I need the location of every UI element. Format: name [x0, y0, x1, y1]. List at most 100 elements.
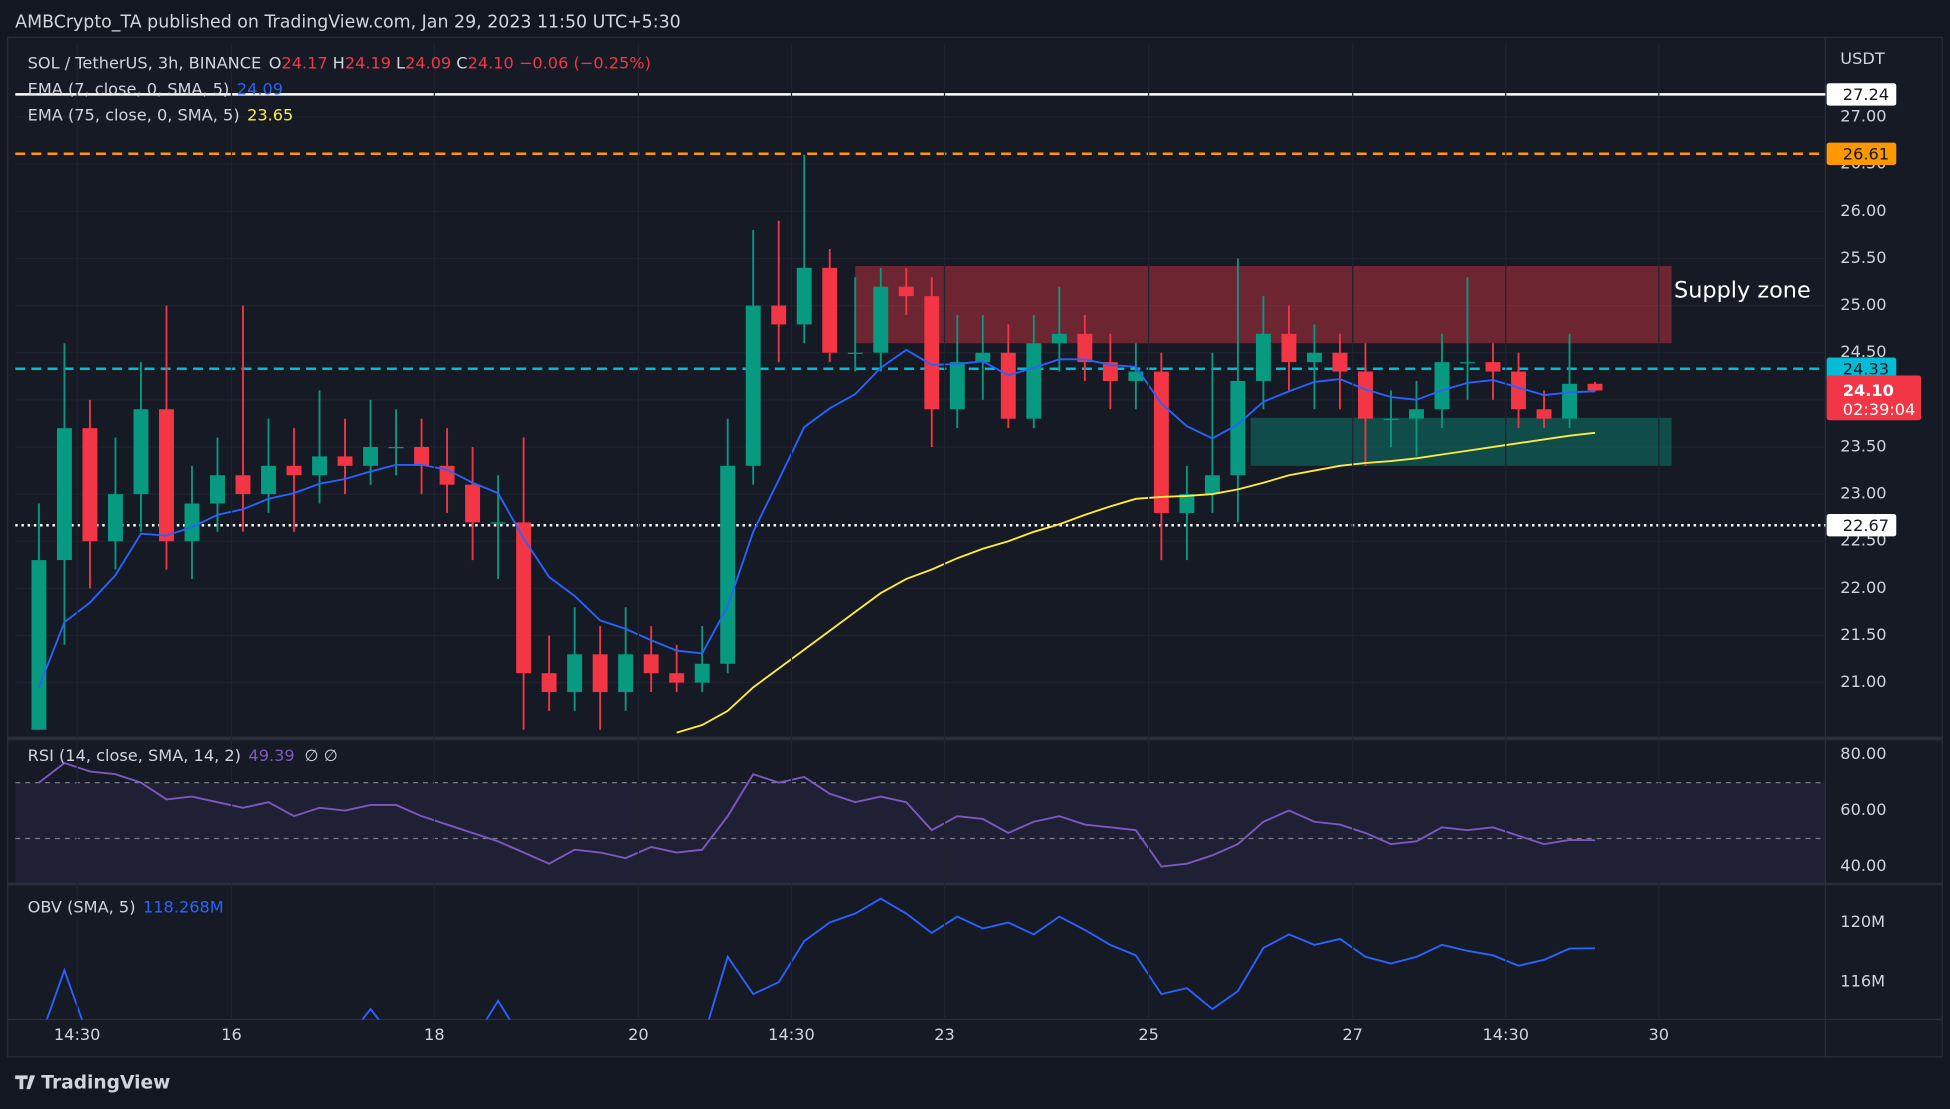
price-label: 22.67 [1843, 516, 1889, 535]
x-tick-label: 20 [628, 1025, 649, 1044]
candle-body [949, 362, 965, 410]
y-tick-label: 21.50 [1840, 625, 1886, 644]
x-tick-label: 30 [1649, 1025, 1670, 1044]
candle-body [873, 286, 889, 353]
ohlc-value: 24.10 [468, 53, 514, 72]
candle-body [1409, 409, 1424, 419]
candle-body [490, 522, 506, 524]
y-tick-label: 23.50 [1840, 436, 1886, 455]
candle-body [1460, 362, 1475, 364]
legend: SOL / TetherUS, 3h, BINANCE O24.17 H24.19 L… [28, 53, 651, 72]
price-label-bg [1826, 514, 1897, 537]
candle-body [1357, 371, 1373, 419]
candle-body [1306, 352, 1322, 363]
candle-body [261, 465, 276, 495]
x-tick-label: 16 [221, 1025, 242, 1044]
obv-pane [45, 897, 1596, 1020]
candle-body [694, 663, 710, 683]
candle-body [1536, 409, 1552, 419]
candle-body [975, 352, 991, 363]
price-label: 27.24 [1843, 85, 1889, 104]
candle-body [567, 654, 583, 693]
zone [1250, 417, 1672, 466]
y-tick-label: 21.00 [1840, 672, 1886, 691]
legend-value: 49.39 [248, 745, 294, 764]
candle-body [1179, 494, 1195, 513]
ohlc-value: 24.09 [405, 53, 451, 72]
candle-body [31, 560, 47, 730]
ohlc-value: 24.19 [345, 53, 391, 72]
rsi-band [15, 782, 1826, 883]
y-tick-label: 40.00 [1840, 856, 1886, 875]
line [45, 897, 1596, 1020]
last-price-bg [1826, 375, 1922, 421]
x-tick-label: 14:30 [54, 1025, 101, 1044]
chart-frame [7, 36, 1943, 1058]
zone-label: Supply zone [1674, 277, 1811, 303]
price-label: 26.61 [1843, 145, 1889, 164]
ohlc-value: 24.17 [281, 53, 327, 72]
legend-name: EMA (75, close, 0, SMA, 5) [28, 105, 240, 124]
price-label-bg [1826, 142, 1897, 165]
candle-body [796, 267, 812, 325]
candle-body [235, 475, 251, 495]
candle-body [1102, 362, 1118, 381]
rsi-pane [15, 761, 1826, 883]
symbol: SOL / TetherUS, 3h, BINANCE [28, 53, 262, 72]
y-tick-label: 22.00 [1840, 578, 1886, 597]
legend-value: 118.268M [143, 897, 224, 916]
candle-body [822, 267, 838, 353]
candle-body [541, 673, 557, 693]
price-label-bg [1826, 357, 1897, 380]
y-tick-label: 24.50 [1840, 342, 1886, 361]
candle-body [286, 465, 302, 476]
candle-body [1153, 371, 1169, 513]
y-tick-label: 120M [1840, 912, 1885, 931]
legend: OBV (SMA, 5) 118.268M [28, 897, 224, 916]
change: −0.06 (−0.25%) [519, 53, 651, 72]
x-tick-label: 25 [1138, 1025, 1159, 1044]
candle-body [618, 654, 634, 693]
x-tick-label: 14:30 [768, 1025, 815, 1044]
candle-body [1281, 333, 1297, 363]
ohlc-prefix: L [396, 53, 405, 72]
x-tick-label: 23 [934, 1025, 955, 1044]
y-tick-label: 116M [1840, 972, 1885, 991]
last-price: 24.10 [1843, 381, 1894, 400]
candle-body [1204, 475, 1220, 495]
y-tick-label: 80.00 [1840, 744, 1886, 763]
candle-body [1511, 371, 1526, 410]
y-tick-label: 25.00 [1840, 295, 1886, 314]
candle-body [337, 456, 353, 466]
candle-body [312, 456, 327, 476]
candle-body [1434, 362, 1450, 410]
candle-body [745, 305, 761, 466]
candle-body [465, 484, 481, 523]
legend-value: 24.09 [237, 79, 283, 98]
currency: USDT [1840, 49, 1885, 68]
candle-body [592, 654, 608, 693]
candle-body [133, 409, 149, 495]
line [676, 431, 1596, 734]
countdown: 02:39:04 [1843, 400, 1916, 419]
candle-body [82, 428, 98, 542]
y-tick-label: 26.00 [1840, 201, 1886, 220]
candle-body [210, 475, 225, 504]
logo-icon [15, 1075, 36, 1090]
candle-body [1485, 362, 1501, 372]
ohlc-prefix: H [333, 53, 345, 72]
candle-body [184, 503, 200, 542]
candle-body [1128, 371, 1144, 381]
price-label: 24.33 [1843, 359, 1889, 378]
x-tick-label: 27 [1342, 1025, 1363, 1044]
candle-body [1230, 380, 1246, 476]
legend-value: 23.65 [247, 105, 293, 124]
candle-body [643, 654, 659, 674]
price-pane [15, 93, 1826, 734]
candle-body [363, 446, 379, 466]
candle-body [898, 286, 914, 297]
y-tick-label: 27.00 [1840, 107, 1886, 126]
candle-body [1383, 418, 1399, 420]
candle-body [1255, 333, 1271, 381]
